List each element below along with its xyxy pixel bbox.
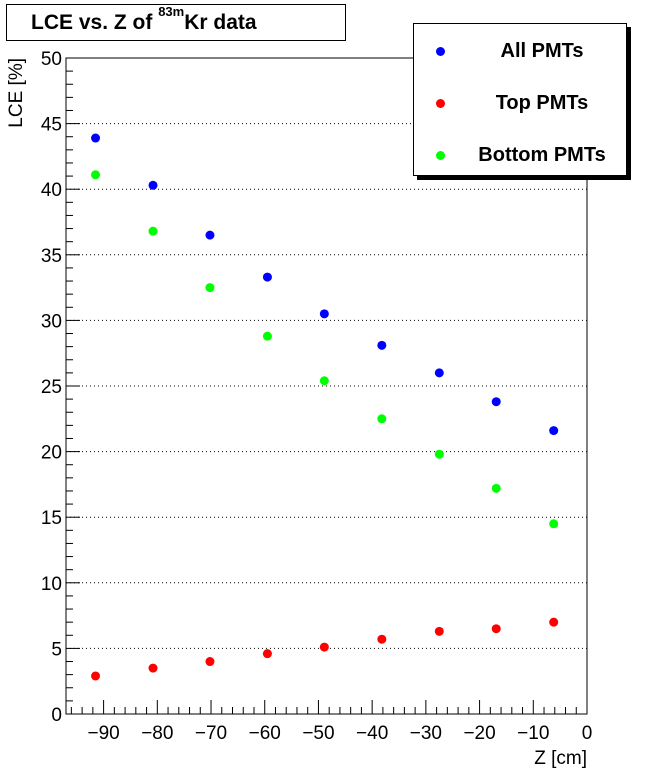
data-point-bottom-pmts (377, 414, 387, 424)
data-point-bottom-pmts (491, 483, 501, 493)
legend-marker-bottom-pmts (436, 151, 445, 160)
y-tick-label: 30 (41, 311, 62, 332)
y-tick-label: 50 (41, 49, 62, 70)
data-point-all-pmts (262, 272, 272, 282)
x-tick-label: −20 (463, 723, 495, 744)
y-axis-label: LCE [%] (6, 58, 27, 128)
x-tick-label: −80 (141, 723, 173, 744)
chart-title-prefix: LCE vs. Z of (31, 11, 159, 34)
data-point-bottom-pmts (549, 519, 559, 529)
chart-title-suffix: Kr data (184, 11, 257, 34)
data-point-bottom-pmts (262, 331, 272, 341)
chart-legend: All PMTs Top PMTs Bottom PMTs (413, 23, 627, 176)
y-tick-label: 40 (41, 180, 62, 201)
x-tick-label: −70 (195, 723, 227, 744)
legend-label-top-pmts: Top PMTs (495, 92, 589, 114)
legend-entry-bottom-pmts: Bottom PMTs (414, 136, 626, 176)
data-point-bottom-pmts (319, 376, 329, 386)
x-tick-label: −40 (356, 723, 388, 744)
legend-entry-top-pmts: Top PMTs (414, 84, 626, 124)
data-point-top-pmts (262, 649, 272, 659)
data-point-bottom-pmts (91, 170, 101, 180)
axis-ticks (66, 57, 588, 715)
data-point-top-pmts (377, 634, 387, 644)
y-tick-label: 25 (41, 377, 62, 398)
y-tick-label: 20 (41, 443, 62, 464)
legend-label-all-pmts: All PMTs (500, 40, 584, 62)
y-tick-label: 45 (41, 115, 62, 136)
grid-lines (66, 123, 587, 649)
legend-entry-all-pmts: All PMTs (414, 32, 626, 72)
y-tick-label: 15 (41, 508, 62, 529)
y-tick-label: 0 (51, 705, 62, 726)
y-tick-label: 5 (51, 639, 62, 660)
data-point-top-pmts (549, 617, 559, 627)
data-point-top-pmts (91, 671, 101, 681)
data-point-all-pmts (91, 133, 101, 143)
x-axis-label: Z [cm] (534, 748, 587, 769)
data-point-all-pmts (434, 368, 444, 378)
data-point-all-pmts (205, 230, 215, 240)
data-point-top-pmts (205, 657, 215, 667)
legend-label-bottom-pmts: Bottom PMTs (478, 144, 606, 166)
x-tick-label: −10 (517, 723, 549, 744)
chart-title: LCE vs. Z of 83mKr data (6, 4, 346, 41)
legend-marker-top-pmts (436, 99, 445, 108)
data-point-top-pmts (148, 663, 158, 673)
legend-marker-all-pmts (436, 47, 445, 56)
data-points (91, 133, 559, 681)
data-point-all-pmts (377, 340, 387, 350)
y-tick-label: 35 (41, 246, 62, 267)
data-point-bottom-pmts (434, 449, 444, 459)
data-point-top-pmts (434, 626, 444, 636)
data-point-all-pmts (549, 426, 559, 436)
x-tick-label: −50 (302, 723, 334, 744)
data-point-bottom-pmts (205, 283, 215, 293)
x-tick-label: −60 (249, 723, 281, 744)
x-tick-label: −90 (87, 723, 119, 744)
data-point-bottom-pmts (148, 226, 158, 236)
y-tick-label: 10 (41, 574, 62, 595)
data-point-top-pmts (319, 642, 329, 652)
chart-title-superscript: 83m (158, 4, 185, 19)
data-point-all-pmts (319, 309, 329, 319)
data-point-top-pmts (491, 624, 501, 634)
tick-labels: 0 5 10 15 20 25 30 35 40 45 50 −90 −80 −70 −60 −50 −40 −3… (41, 49, 592, 744)
x-tick-label: −30 (410, 723, 442, 744)
x-tick-label: 0 (582, 723, 593, 744)
data-point-all-pmts (491, 397, 501, 407)
data-point-all-pmts (148, 180, 158, 190)
